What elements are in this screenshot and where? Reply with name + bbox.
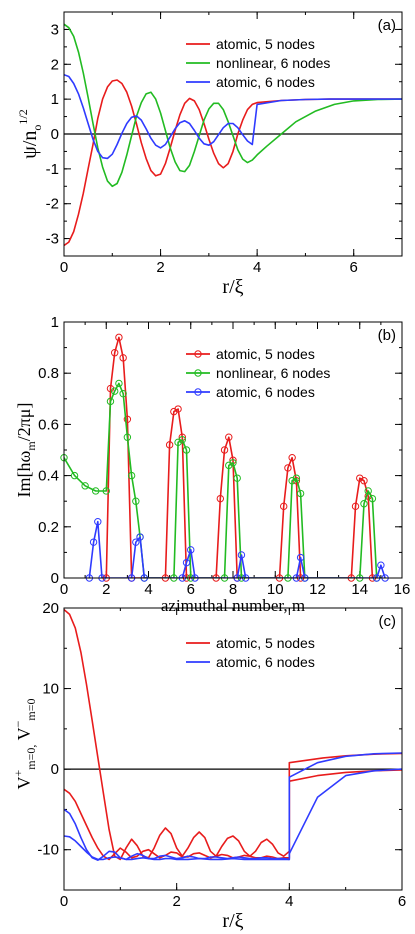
x-tick-label: 2 xyxy=(172,893,180,910)
y-tick-label: 0.2 xyxy=(38,519,59,536)
legend-label: atomic, 6 nodes xyxy=(216,654,315,670)
y-tick-label: 2 xyxy=(51,56,59,73)
x-tick-label: 16 xyxy=(394,581,411,598)
legend-label: atomic, 5 nodes xyxy=(216,635,315,651)
panel-c: 0 2 4 6-1001020(c)r/ξatomic, 5 nodesatomic,… xyxy=(37,600,406,932)
x-axis-label: r/ξ xyxy=(222,910,243,932)
x-axis-label: azimuthal number, m xyxy=(161,596,305,615)
legend-label: nonlinear, 6 nodes xyxy=(216,55,330,71)
y-tick-label: 0 xyxy=(51,126,59,143)
x-tick-label: 4 xyxy=(253,259,261,276)
y-tick-label: 0 xyxy=(51,570,59,587)
y-tick-label: -1 xyxy=(46,161,59,178)
y-tick-label: 0.4 xyxy=(38,468,59,485)
y-tick-label: -3 xyxy=(46,231,59,248)
x-tick-label: 4 xyxy=(285,893,293,910)
y-tick-label: -10 xyxy=(37,842,59,859)
x-tick-label: 2 xyxy=(102,581,110,598)
legend: atomic, 5 nodes nonlinear, 6 nodes atomic,… xyxy=(186,346,330,400)
x-tick-label: 0 xyxy=(60,581,68,598)
series-line-red xyxy=(64,770,402,860)
y-tick-label: 1 xyxy=(51,91,59,108)
series-line-blue xyxy=(64,769,402,859)
panel-b: 0 2 4 6 8 10 12 14 16 0 0.2 0.4 0.6 0.8 1 (b) azimuthal … xyxy=(38,314,410,615)
y-tick-label: 0 xyxy=(51,761,59,778)
y-axis-label-b: Im[hωm/2πμ] xyxy=(14,403,38,498)
y-tick-label: 1 xyxy=(51,314,59,331)
x-tick-label: 4 xyxy=(144,581,152,598)
x-tick-label: 12 xyxy=(309,581,326,598)
y-tick-label: 0.8 xyxy=(38,365,59,382)
panel-a: 0 2 4 6 -3 -2 -1 0 1 2 3 (a) r/ξ atomic, 5 nodes nonli… xyxy=(46,12,402,298)
y-tick-label: -2 xyxy=(46,196,59,213)
x-tick-label: 0 xyxy=(60,259,68,276)
legend: atomic, 5 nodes nonlinear, 6 nodes atomic,… xyxy=(186,36,330,90)
panel-label: (b) xyxy=(378,327,396,344)
legend: atomic, 5 nodes atomic, 6 nodes xyxy=(186,635,315,670)
x-axis-label: r/ξ xyxy=(222,276,243,298)
legend-label: atomic, 6 nodes xyxy=(216,384,315,400)
legend-label: atomic, 5 nodes xyxy=(216,346,315,362)
y-tick-label: 0.6 xyxy=(38,416,59,433)
legend-label: nonlinear, 6 nodes xyxy=(216,365,330,381)
y-tick-label: 20 xyxy=(42,600,59,617)
x-tick-label: 6 xyxy=(350,259,358,276)
panel-label: (c) xyxy=(379,613,397,630)
x-tick-label: 14 xyxy=(351,581,368,598)
series-line-green xyxy=(64,383,377,578)
y-tick-label: 10 xyxy=(42,681,59,698)
x-tick-label: 6 xyxy=(398,893,406,910)
y-axis-label-a: ψ/no1/2 xyxy=(16,109,44,158)
x-tick-label: 0 xyxy=(60,893,68,910)
series-line-red xyxy=(64,80,402,246)
y-tick-label: 3 xyxy=(51,21,59,38)
legend-label: atomic, 5 nodes xyxy=(216,36,315,52)
legend-label: atomic, 6 nodes xyxy=(216,74,315,90)
panel-label: (a) xyxy=(378,17,396,34)
y-axis-label-c: V+m=0, V−m=0 xyxy=(11,699,38,790)
x-tick-label: 2 xyxy=(156,259,164,276)
